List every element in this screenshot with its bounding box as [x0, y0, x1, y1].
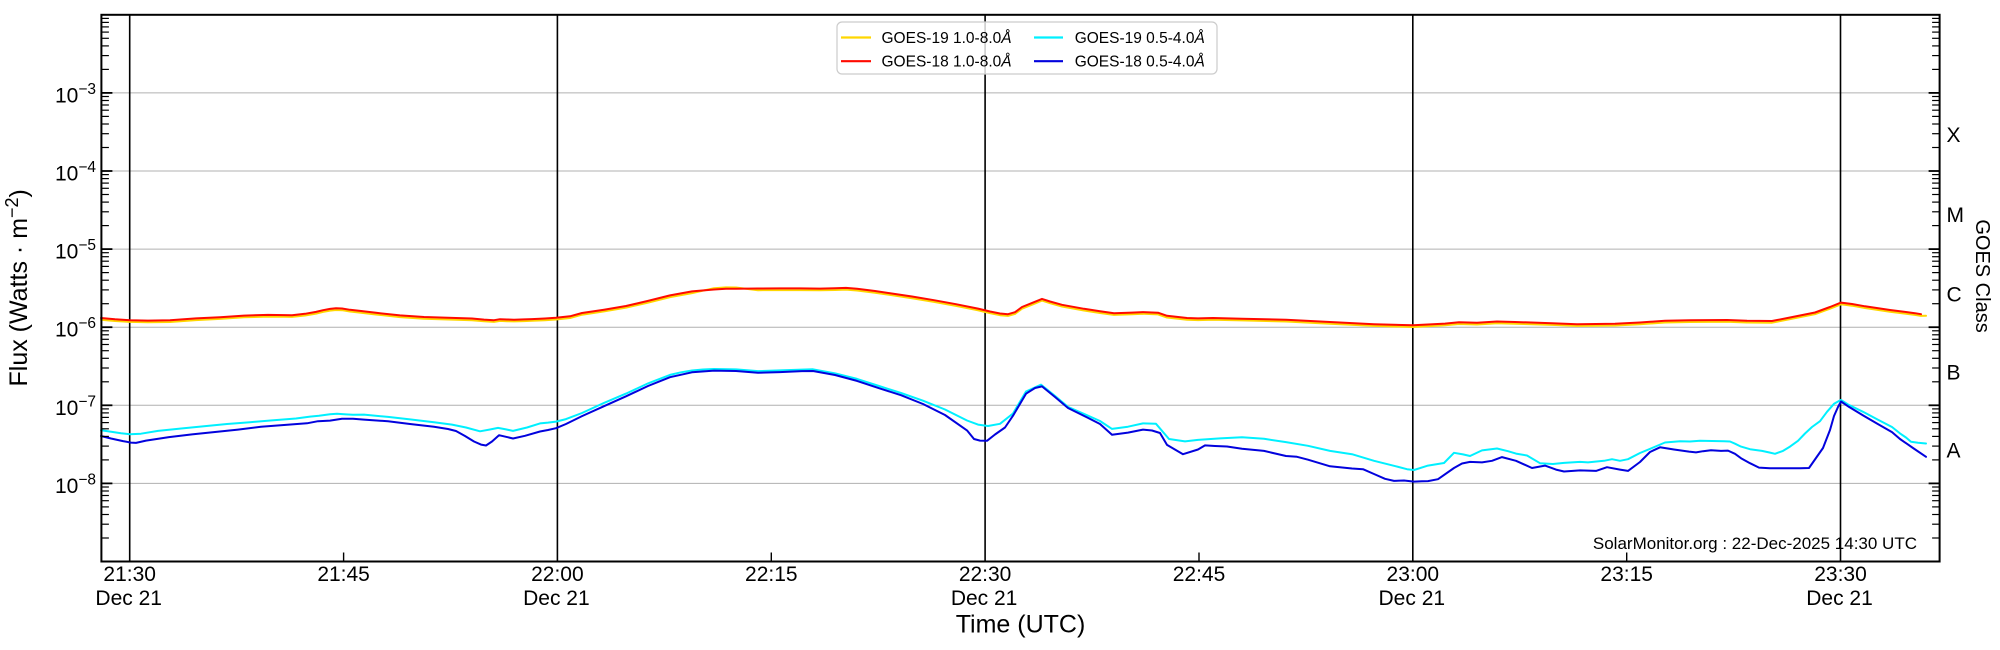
svg-text:23:30: 23:30 [1814, 563, 1867, 586]
svg-text:22:00: 22:00 [531, 563, 584, 586]
svg-text:Flux (Watts · m−2): Flux (Watts · m−2) [2, 189, 33, 386]
svg-text:X: X [1947, 124, 1961, 147]
svg-text:22:30: 22:30 [959, 563, 1012, 586]
svg-text:Dec 21: Dec 21 [523, 587, 590, 610]
svg-text:23:15: 23:15 [1600, 563, 1653, 586]
svg-text:10−7: 10−7 [55, 393, 96, 420]
svg-text:22:45: 22:45 [1173, 563, 1226, 586]
svg-text:C: C [1947, 284, 1962, 307]
svg-text:GOES-18 1.0-8.0Å: GOES-18 1.0-8.0Å [882, 54, 1012, 71]
svg-text:Dec 21: Dec 21 [1806, 587, 1873, 610]
svg-text:21:45: 21:45 [317, 563, 370, 586]
svg-text:Time (UTC): Time (UTC) [956, 611, 1086, 639]
svg-text:A: A [1947, 440, 1961, 463]
svg-text:10−5: 10−5 [55, 237, 96, 264]
svg-text:M: M [1947, 204, 1965, 227]
svg-text:Dec 21: Dec 21 [1379, 587, 1446, 610]
svg-text:21:30: 21:30 [103, 563, 156, 586]
svg-text:GOES-19 0.5-4.0Å: GOES-19 0.5-4.0Å [1075, 30, 1205, 47]
svg-text:Dec 21: Dec 21 [951, 587, 1018, 610]
svg-text:GOES Class: GOES Class [1971, 219, 1993, 332]
svg-text:23:00: 23:00 [1387, 563, 1440, 586]
svg-text:GOES-19 1.0-8.0Å: GOES-19 1.0-8.0Å [882, 30, 1012, 47]
svg-text:GOES-18 0.5-4.0Å: GOES-18 0.5-4.0Å [1075, 54, 1205, 71]
svg-text:22:15: 22:15 [745, 563, 798, 586]
svg-text:B: B [1947, 362, 1961, 385]
svg-text:SolarMonitor.org : 22-Dec-2025: SolarMonitor.org : 22-Dec-2025 14:30 UTC [1593, 534, 1917, 553]
svg-text:Dec 21: Dec 21 [95, 587, 162, 610]
